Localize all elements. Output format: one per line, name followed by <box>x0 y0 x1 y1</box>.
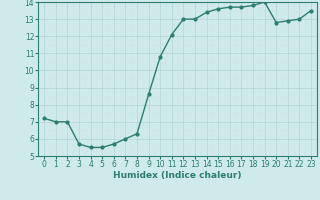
X-axis label: Humidex (Indice chaleur): Humidex (Indice chaleur) <box>113 171 242 180</box>
